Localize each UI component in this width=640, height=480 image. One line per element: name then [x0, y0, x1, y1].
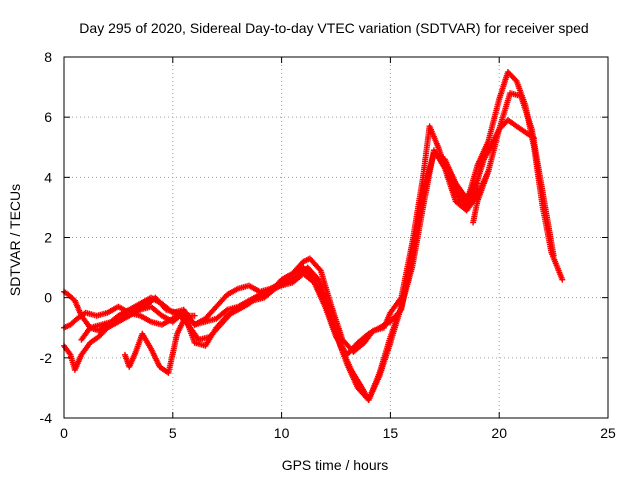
x-tick-label: 10 [274, 425, 290, 441]
plot-area: 0 5 10 15 20 25 -4 -2 0 2 4 6 8 [40, 49, 616, 441]
series-arc-5 [121, 312, 196, 376]
data-point [550, 252, 557, 259]
y-tick-label: 6 [44, 109, 52, 125]
series-arc-6 [441, 117, 536, 202]
data-points [61, 69, 566, 403]
y-tick-label: 8 [44, 49, 52, 65]
y-tick-label: -2 [40, 350, 53, 366]
x-tick-label: 5 [169, 425, 177, 441]
x-tick-label: 25 [600, 425, 616, 441]
data-point [531, 135, 538, 142]
data-point [559, 276, 566, 283]
x-tick-label: 0 [60, 425, 68, 441]
series-arc-7 [470, 170, 491, 226]
x-tick-label: 15 [383, 425, 399, 441]
data-point [512, 76, 519, 83]
data-point [191, 312, 198, 319]
data-point [485, 168, 492, 175]
y-tick-label: 0 [44, 290, 52, 306]
x-axis-label: GPS time / hours [282, 457, 389, 473]
y-tick-label: 2 [44, 230, 52, 246]
y-axis-label: SDTVAR / TECUs [7, 184, 23, 296]
series-arc-2 [78, 90, 557, 403]
axis-ticks: 0 5 10 15 20 25 -4 -2 0 2 4 6 8 [40, 49, 616, 441]
y-tick-label: -4 [40, 410, 53, 426]
grid [64, 57, 608, 418]
x-tick-label: 20 [491, 425, 507, 441]
chart-title: Day 295 of 2020, Sidereal Day-to-day VTE… [79, 20, 588, 36]
y-tick-label: 4 [44, 169, 52, 185]
series-arc-3 [61, 147, 480, 403]
